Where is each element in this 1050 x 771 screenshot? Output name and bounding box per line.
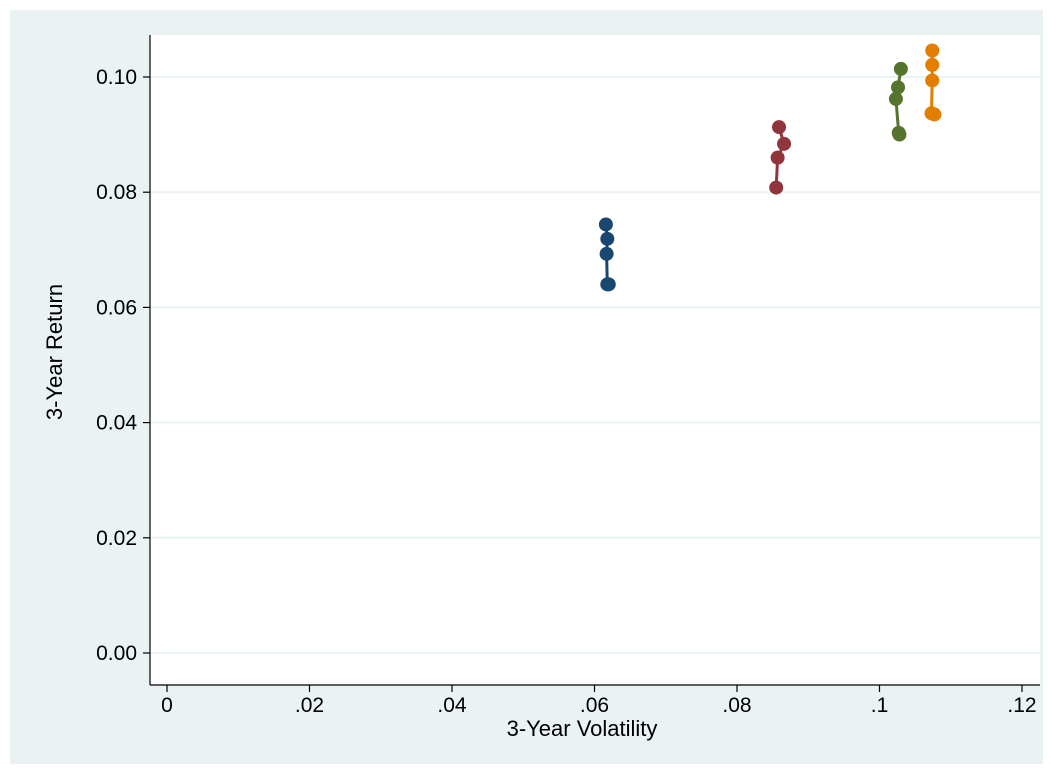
x-tick-label: .04 [437, 694, 467, 717]
data-point [777, 136, 792, 151]
x-tick-label: .12 [1007, 694, 1036, 717]
plot-area [150, 35, 1040, 685]
data-point [888, 91, 903, 106]
x-tick-label: .02 [295, 694, 324, 717]
data-point [598, 217, 613, 232]
data-point [772, 120, 787, 135]
y-axis-title: 3-Year Return [42, 284, 67, 420]
data-point [925, 43, 940, 58]
y-tick-label: 0.08 [96, 181, 137, 204]
x-tick-label: .08 [722, 694, 751, 717]
data-point [925, 57, 940, 72]
series-2 [769, 120, 792, 195]
series-1 [598, 217, 616, 292]
data-point [891, 80, 906, 95]
data-point [600, 231, 615, 246]
data-point [893, 61, 908, 76]
series-4 [924, 43, 942, 122]
y-tick-label: 0.04 [96, 412, 137, 435]
data-point [770, 150, 785, 165]
y-axis-ticks: 0.00 0.02 0.04 0.06 0.08 0.10 [96, 66, 150, 665]
y-tick-label: 0.06 [96, 296, 137, 319]
data-point [599, 246, 614, 261]
data-point [769, 180, 784, 195]
x-axis-title: 3-Year Volatility [507, 716, 658, 741]
data-point [892, 127, 907, 142]
y-tick-label: 0.10 [96, 66, 137, 89]
series-line [774, 126, 786, 188]
y-tick-label: 0.00 [96, 642, 137, 665]
data-series [598, 43, 942, 292]
x-tick-label: .06 [580, 694, 609, 717]
x-axis-ticks: 0 .02 .04 .06 .08 .1 .12 [161, 685, 1037, 717]
x-tick-label: .1 [871, 694, 889, 717]
gridlines [150, 76, 1040, 654]
data-point [927, 107, 942, 122]
data-point [925, 73, 940, 88]
x-tick-label: 0 [161, 694, 173, 717]
series-3 [888, 61, 908, 142]
y-tick-label: 0.02 [96, 527, 137, 550]
data-point [601, 277, 616, 292]
